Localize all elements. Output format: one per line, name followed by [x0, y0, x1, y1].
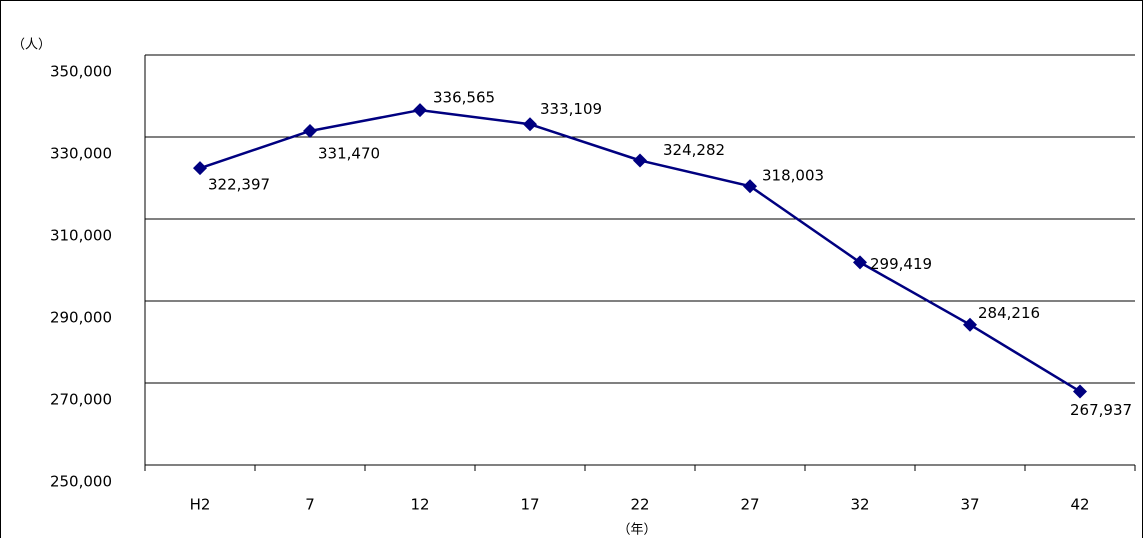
- data-label: 267,937: [1070, 401, 1132, 419]
- x-axis-label: （年）: [617, 523, 656, 538]
- y-tick-label: 270,000: [50, 391, 112, 409]
- x-tick-label: 7: [305, 496, 315, 514]
- data-label: 284,216: [978, 304, 1040, 322]
- marker: [743, 179, 757, 194]
- marker: [413, 103, 427, 118]
- data-label: 324,282: [663, 141, 725, 159]
- data-label: 336,565: [433, 89, 495, 107]
- marker: [303, 123, 317, 138]
- y-tick-label: 290,000: [50, 309, 112, 327]
- x-tick-label: 27: [740, 496, 759, 514]
- x-tick-label: 22: [630, 496, 649, 514]
- marker: [633, 153, 647, 168]
- y-tick-label: 310,000: [50, 227, 112, 245]
- marker: [853, 255, 867, 270]
- x-tick-label: 32: [850, 496, 869, 514]
- data-label: 333,109: [540, 100, 602, 118]
- data-label: 318,003: [762, 167, 824, 185]
- marker: [193, 161, 207, 176]
- marker: [1073, 384, 1087, 399]
- data-label: 331,470: [318, 144, 380, 162]
- x-tick-label: 12: [410, 496, 429, 514]
- x-tick-label: 37: [960, 496, 979, 514]
- y-tick-label: 350,000: [50, 63, 112, 81]
- x-tick-label: 42: [1070, 496, 1089, 514]
- data-label: 299,419: [870, 255, 932, 273]
- marker: [523, 117, 537, 132]
- data-label: 322,397: [208, 176, 270, 194]
- marker: [963, 317, 977, 332]
- x-tick-label: H2: [190, 496, 211, 514]
- x-tick-label: 17: [520, 496, 539, 514]
- y-tick-label: 330,000: [50, 145, 112, 163]
- y-axis-label: （人）: [12, 38, 51, 53]
- y-tick-label: 250,000: [50, 473, 112, 491]
